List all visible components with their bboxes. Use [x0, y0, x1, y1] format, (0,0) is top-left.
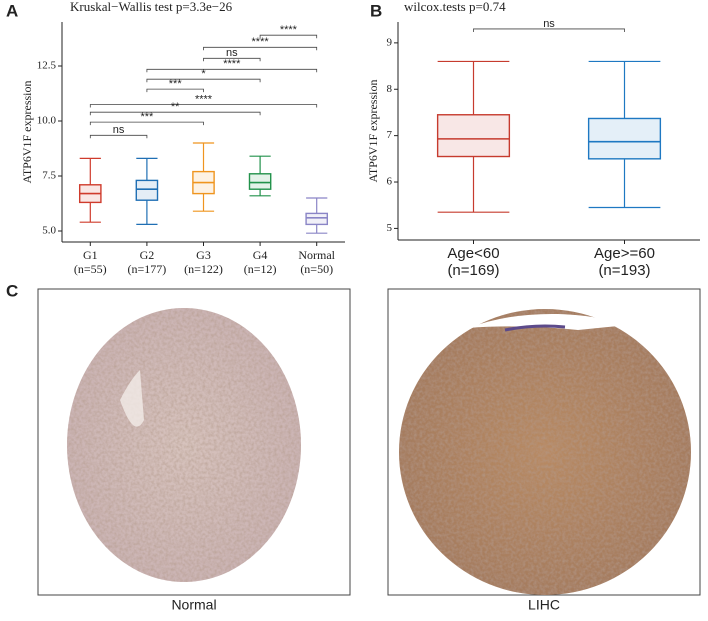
x-tick-sublabel: (n=122) — [184, 262, 223, 276]
x-tick-label: Normal — [298, 248, 335, 262]
y-tick-label: 8 — [387, 83, 393, 95]
significance-label: **** — [195, 93, 213, 105]
panel-label: C — [6, 281, 18, 300]
significance-label: **** — [280, 24, 298, 36]
chart-title: Kruskal−Wallis test p=3.3e−26 — [70, 0, 233, 14]
significance-label: *** — [169, 78, 183, 90]
tissue-detail — [468, 313, 618, 330]
chart-title: wilcox.tests p=0.74 — [404, 0, 506, 14]
significance-bracket — [203, 57, 261, 62]
significance-label: **** — [223, 58, 241, 70]
significance-label: **** — [252, 36, 270, 48]
x-tick-sublabel: (n=177) — [128, 262, 167, 276]
significance-bracket — [89, 134, 148, 139]
image-caption: Normal — [171, 597, 216, 613]
x-tick-label: G4 — [253, 248, 268, 262]
y-tick-label: 7.5 — [42, 170, 56, 182]
significance-bracket — [89, 104, 318, 108]
y-tick-label: 5.0 — [42, 225, 56, 237]
x-tick-label: Age<60 — [447, 245, 499, 262]
tissue-normal — [67, 308, 301, 582]
x-tick-label: G1 — [83, 248, 98, 262]
significance-bracket — [89, 121, 204, 126]
significance-bracket — [259, 34, 318, 39]
y-tick-label: 10.0 — [37, 115, 57, 127]
image-caption: LIHC — [528, 597, 560, 613]
tissue-detail — [120, 370, 144, 427]
significance-label: *** — [140, 111, 154, 123]
significance-label: ** — [171, 101, 180, 113]
significance-label: * — [201, 68, 206, 80]
x-tick-sublabel: (n=12) — [244, 262, 277, 276]
x-tick-sublabel: (n=50) — [300, 262, 333, 276]
box — [248, 173, 272, 190]
box — [305, 212, 329, 226]
y-tick-label: 7 — [387, 129, 393, 141]
x-tick-sublabel: (n=169) — [447, 262, 499, 279]
tissue-detail — [504, 324, 566, 332]
significance-label: ns — [226, 47, 238, 59]
y-axis-label: ATP6V1F expression — [20, 80, 34, 183]
significance-bracket — [473, 28, 625, 32]
significance-bracket — [146, 78, 261, 83]
box — [135, 179, 159, 201]
x-tick-sublabel: (n=55) — [74, 262, 107, 276]
y-tick-label: 9 — [387, 36, 393, 48]
significance-bracket — [146, 88, 204, 93]
significance-bracket — [89, 111, 261, 116]
tissue-lihc — [399, 309, 691, 595]
y-tick-label: 12.5 — [37, 60, 57, 72]
x-tick-label: G3 — [196, 248, 211, 262]
significance-bracket — [203, 46, 318, 51]
significance-bracket — [146, 68, 318, 73]
y-tick-label: 5 — [387, 222, 393, 234]
panel-label: A — [6, 1, 18, 20]
x-tick-sublabel: (n=193) — [598, 262, 650, 279]
significance-label: ns — [113, 124, 125, 136]
x-tick-label: Age>=60 — [594, 245, 655, 262]
panel-label: B — [370, 1, 382, 20]
y-tick-label: 6 — [387, 176, 393, 188]
box — [436, 114, 511, 158]
box — [587, 117, 662, 160]
y-axis-label: ATP6V1F expression — [366, 79, 380, 182]
x-tick-label: G2 — [140, 248, 155, 262]
significance-label: ns — [543, 18, 555, 30]
